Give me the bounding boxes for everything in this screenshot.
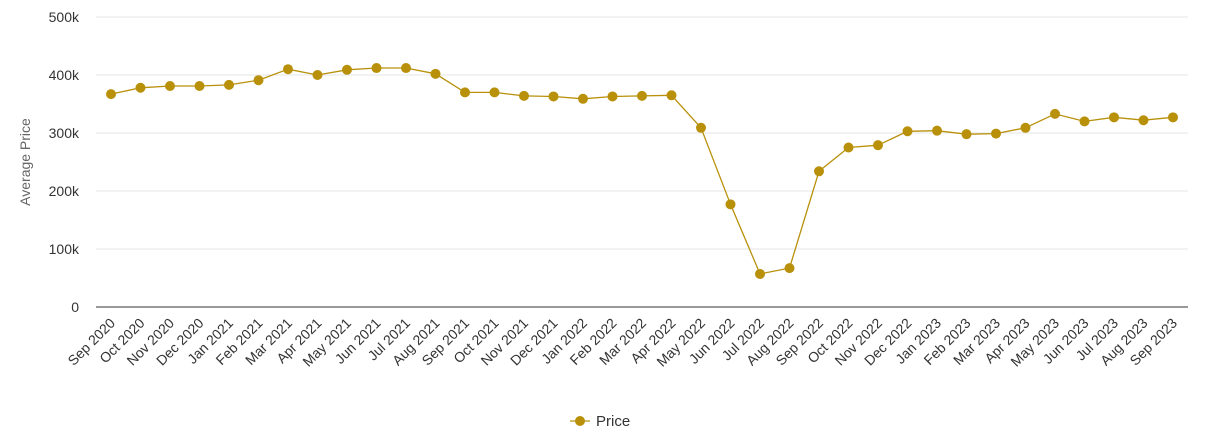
data-point[interactable] xyxy=(696,122,706,133)
data-point[interactable] xyxy=(607,91,618,102)
data-point[interactable] xyxy=(725,199,736,210)
data-point[interactable] xyxy=(578,93,588,104)
data-point[interactable] xyxy=(283,64,293,75)
y-tick-label: 200k xyxy=(49,183,80,199)
data-point[interactable] xyxy=(843,142,854,153)
y-tick-label: 400k xyxy=(49,67,80,83)
data-point[interactable] xyxy=(342,64,352,75)
data-point[interactable] xyxy=(1138,115,1149,126)
data-point[interactable] xyxy=(460,87,470,98)
data-point[interactable] xyxy=(253,75,264,86)
data-point[interactable] xyxy=(1109,112,1119,123)
data-point[interactable] xyxy=(814,166,824,177)
data-point[interactable] xyxy=(1050,108,1060,119)
y-tick-label: 300k xyxy=(49,125,80,141)
y-tick-label: 100k xyxy=(49,241,80,257)
data-point[interactable] xyxy=(873,140,883,151)
data-point[interactable] xyxy=(106,89,116,100)
data-point[interactable] xyxy=(902,126,913,137)
grid-lines xyxy=(96,16,1188,250)
data-point[interactable] xyxy=(135,82,146,93)
data-point[interactable] xyxy=(371,63,382,74)
data-point[interactable] xyxy=(519,90,529,101)
legend-dot-marker xyxy=(575,416,585,426)
data-point[interactable] xyxy=(312,70,323,80)
legend[interactable]: Price xyxy=(570,413,630,430)
data-point[interactable] xyxy=(489,87,500,98)
data-point[interactable] xyxy=(637,90,647,101)
y-tick-label: 500k xyxy=(49,9,80,25)
y-axis-title: Average Price xyxy=(17,118,33,206)
data-point[interactable] xyxy=(991,128,1001,139)
series-price xyxy=(106,63,1178,279)
data-point[interactable] xyxy=(1079,116,1090,127)
data-point[interactable] xyxy=(548,91,559,102)
data-point[interactable] xyxy=(1168,112,1178,123)
data-point[interactable] xyxy=(932,125,942,136)
legend-item-price[interactable]: Price xyxy=(596,413,630,430)
y-tick-label: 0 xyxy=(71,299,79,315)
y-axis: 0 100k 200k 300k 400k 500k xyxy=(49,9,80,315)
data-point[interactable] xyxy=(1020,122,1031,133)
data-point[interactable] xyxy=(961,129,972,140)
data-point[interactable] xyxy=(165,81,175,92)
data-point[interactable] xyxy=(784,263,795,274)
data-point[interactable] xyxy=(430,68,441,79)
data-point[interactable] xyxy=(401,63,411,74)
data-point[interactable] xyxy=(755,268,765,279)
data-point[interactable] xyxy=(194,81,205,92)
data-point[interactable] xyxy=(666,90,677,101)
data-point[interactable] xyxy=(224,79,234,90)
